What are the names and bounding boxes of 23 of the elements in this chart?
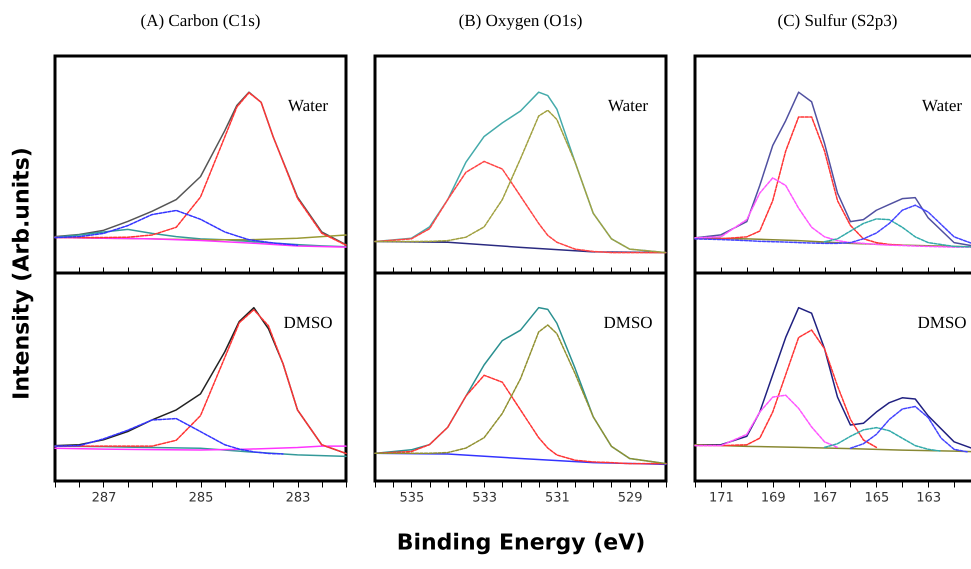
x-tick-label: 165 [864, 490, 890, 506]
annotation: DMSO [917, 313, 967, 332]
x-tick-label: 287 [92, 490, 116, 506]
x-tick-label: 163 [916, 490, 942, 506]
annotation: DMSO [283, 313, 333, 332]
annotation: Water [608, 96, 648, 115]
x-tick-label: 285 [188, 490, 214, 506]
chart-title: (A) Carbon (C1s) [140, 11, 260, 30]
chart-title: (C) Sulfur (S2p3) [778, 11, 898, 30]
y-axis-title: Intensity (Arb.units) [10, 147, 34, 400]
x-tick-label: 167 [812, 490, 838, 506]
x-axis-title: Binding Energy (eV) [396, 530, 646, 556]
annotation: Water [922, 96, 962, 115]
x-tick-label: 169 [760, 490, 786, 506]
x-tick-label: 529 [618, 490, 643, 506]
annotation: Water [288, 96, 328, 115]
x-tick-label: 535 [399, 490, 424, 506]
x-tick-label: 283 [286, 490, 310, 506]
x-tick-label: 171 [708, 490, 734, 506]
x-tick-label: 531 [544, 490, 570, 506]
chart-title: (B) Oxygen (O1s) [458, 11, 582, 30]
annotation: DMSO [603, 313, 653, 332]
x-tick-label: 533 [472, 490, 498, 506]
